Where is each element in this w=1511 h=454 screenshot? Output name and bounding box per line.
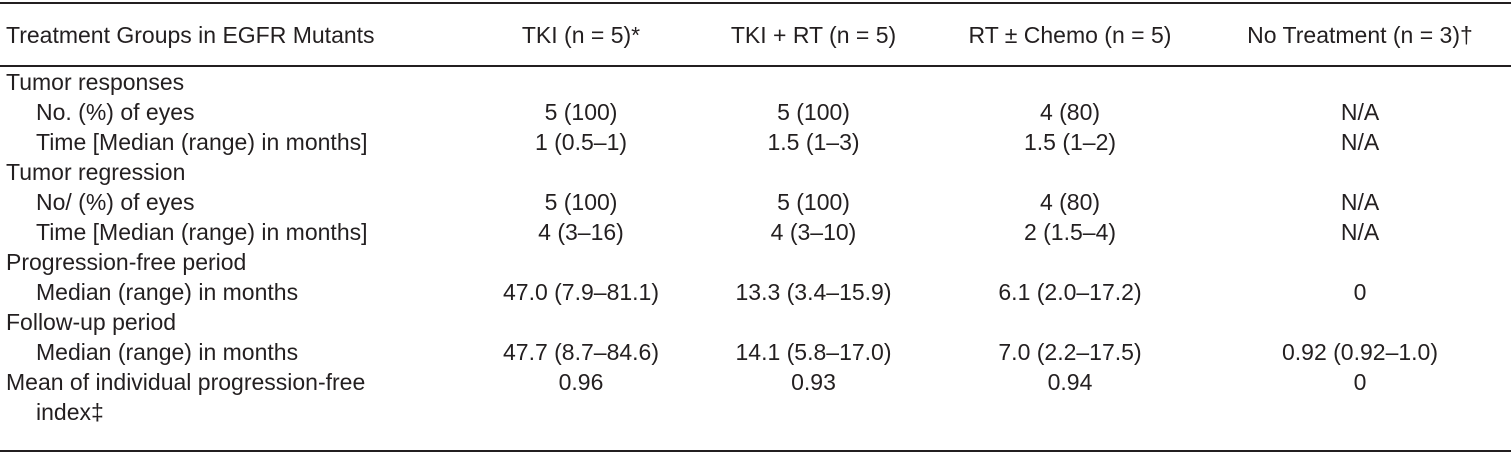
cell-value: 6.1 (2.0–17.2) [998, 279, 1142, 305]
cell-value: 0 [1353, 279, 1367, 305]
row-label: Median (range) in months [36, 339, 299, 365]
cell-value: 0.96 [558, 369, 604, 395]
cell-value: 47.7 (8.7–84.6) [502, 339, 659, 365]
cell-value: 5 (100) [544, 99, 618, 125]
cell-value: 13.3 (3.4–15.9) [735, 279, 892, 305]
table-top-rule [0, 2, 1511, 4]
cell-value: 5 (100) [777, 189, 850, 215]
row-label-line1: Mean of individual progression-free [6, 369, 366, 395]
section-label: Progression-free period [6, 249, 247, 275]
cell-value: N/A [1340, 189, 1380, 215]
cell-value: 0.92 (0.92–1.0) [1281, 339, 1438, 365]
section-row-progression-free-period: Progression-free period [0, 247, 1511, 277]
column-header-tki-rt: TKI + RT (n = 5) [730, 21, 897, 48]
section-row-tumor-responses: Tumor responses [0, 65, 1511, 97]
cell-value: 5 (100) [544, 189, 618, 215]
row-label-line2: index‡ [36, 399, 104, 425]
treatment-results-table: Treatment Groups in EGFR Mutants TKI (n … [0, 4, 1511, 427]
table-row: No. (%) of eyes 5 (100) 5 (100) 4 (80) N… [0, 97, 1511, 127]
cell-value: 0.93 [791, 369, 836, 395]
section-row-follow-up-period: Follow-up period [0, 307, 1511, 337]
cell-value: N/A [1340, 99, 1380, 125]
cell-value: N/A [1340, 219, 1380, 245]
cell-value: 2 (1.5–4) [1023, 219, 1117, 245]
cell-value: 4 (80) [1039, 99, 1101, 125]
cell-value: 0 [1353, 369, 1367, 395]
cell-value: 4 (80) [1039, 189, 1101, 215]
section-label: Follow-up period [6, 309, 177, 335]
section-label: Tumor regression [6, 159, 186, 185]
table-row: Time [Median (range) in months] 1 (0.5–1… [0, 127, 1511, 157]
row-label: Median (range) in months [36, 279, 299, 305]
table-row: No/ (%) of eyes 5 (100) 5 (100) 4 (80) N… [0, 187, 1511, 217]
cell-value: 1 (0.5–1) [534, 129, 628, 155]
cell-value: 0.94 [1047, 369, 1093, 395]
cell-value: 4 (3–10) [770, 219, 857, 245]
cell-value: 7.0 (2.2–17.5) [998, 339, 1142, 365]
cell-value: 5 (100) [777, 99, 850, 125]
table-header-row: Treatment Groups in EGFR Mutants TKI (n … [0, 4, 1511, 65]
row-label: No/ (%) of eyes [36, 189, 195, 215]
section-label: Tumor responses [6, 69, 185, 95]
table-bottom-rule [0, 450, 1511, 452]
column-header-no-treatment: No Treatment (n = 3)† [1247, 21, 1473, 48]
table-row: Median (range) in months 47.7 (8.7–84.6)… [0, 337, 1511, 367]
row-label: Time [Median (range) in months] [36, 129, 368, 155]
row-label: Mean of individual progression-free inde… [0, 367, 466, 427]
cell-value: 1.5 (1–2) [1023, 129, 1117, 155]
table-row: Time [Median (range) in months] 4 (3–16)… [0, 217, 1511, 247]
column-header-tki: TKI (n = 5)* [521, 21, 641, 48]
cell-value: 47.0 (7.9–81.1) [502, 279, 659, 305]
table-row-progression-free-index: Mean of individual progression-free inde… [0, 367, 1511, 427]
cell-value: 14.1 (5.8–17.0) [735, 339, 892, 365]
column-header-rt-chemo: RT ± Chemo (n = 5) [968, 21, 1172, 48]
cell-value: 4 (3–16) [538, 219, 624, 245]
cell-value: N/A [1340, 129, 1380, 155]
row-label: Time [Median (range) in months] [36, 219, 368, 245]
column-header-treatment-groups: Treatment Groups in EGFR Mutants [6, 21, 375, 48]
table-row: Median (range) in months 47.0 (7.9–81.1)… [0, 277, 1511, 307]
row-label: No. (%) of eyes [36, 99, 195, 125]
section-row-tumor-regression: Tumor regression [0, 157, 1511, 187]
cell-value: 1.5 (1–3) [767, 129, 860, 155]
table-header-rule [0, 65, 1511, 67]
